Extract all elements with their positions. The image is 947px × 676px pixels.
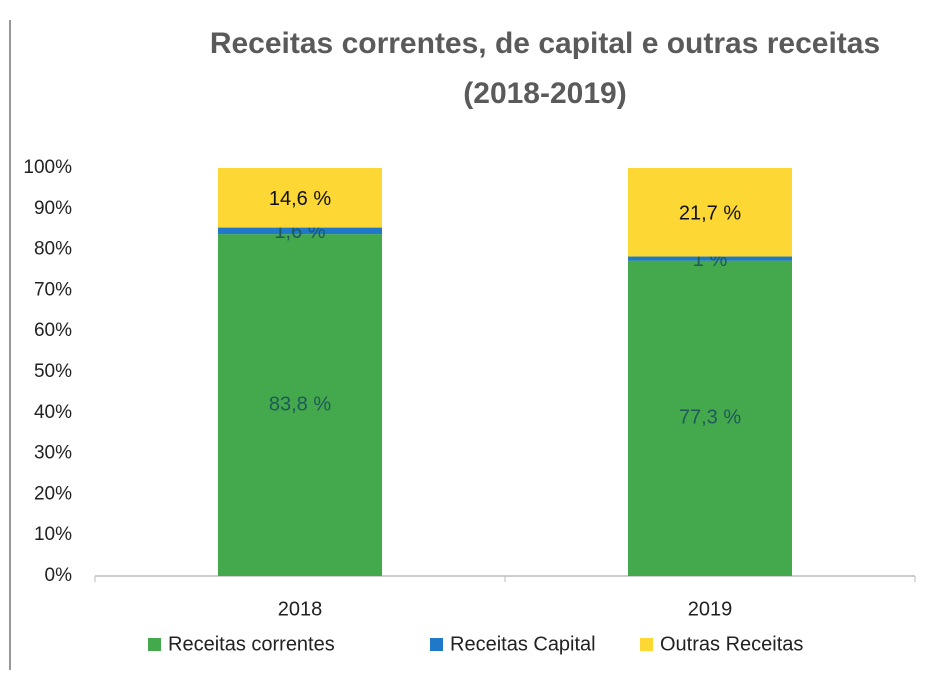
bar-segment xyxy=(628,256,792,261)
bar-segment xyxy=(218,227,382,235)
value-label: 77,3 % xyxy=(679,407,741,429)
y-tick-label: 60% xyxy=(34,320,72,341)
chart-subtitle: (2018-2019) xyxy=(463,77,626,110)
y-tick-label: 10% xyxy=(34,524,72,545)
y-tick-label: 50% xyxy=(34,361,72,382)
bar-segment xyxy=(628,260,792,576)
chart-title: Receitas correntes, de capital e outras … xyxy=(210,27,880,60)
x-tick-label: 2018 xyxy=(278,598,323,620)
y-tick-label: 20% xyxy=(34,483,72,504)
legend-label: Receitas Capital xyxy=(450,633,596,655)
legend-swatch xyxy=(430,638,443,651)
legend-swatch xyxy=(148,638,161,651)
bar-segment xyxy=(218,234,382,576)
y-tick-label: 90% xyxy=(34,198,72,219)
value-label: 21,7 % xyxy=(679,203,741,225)
value-label: 14,6 % xyxy=(269,188,331,210)
y-tick-label: 100% xyxy=(23,157,72,178)
y-tick-label: 30% xyxy=(34,443,72,464)
y-tick-label: 70% xyxy=(34,279,72,300)
legend-swatch xyxy=(640,638,653,651)
legend-label: Receitas correntes xyxy=(168,633,335,655)
bar-segment xyxy=(218,168,382,228)
value-label: 83,8 % xyxy=(269,393,331,415)
legend-label: Outras Receitas xyxy=(660,633,803,655)
y-tick-label: 40% xyxy=(34,402,72,423)
y-tick-label: 80% xyxy=(34,239,72,260)
y-tick-label: 0% xyxy=(45,565,73,586)
x-tick-label: 2019 xyxy=(688,598,733,620)
bar-segment xyxy=(628,168,792,257)
